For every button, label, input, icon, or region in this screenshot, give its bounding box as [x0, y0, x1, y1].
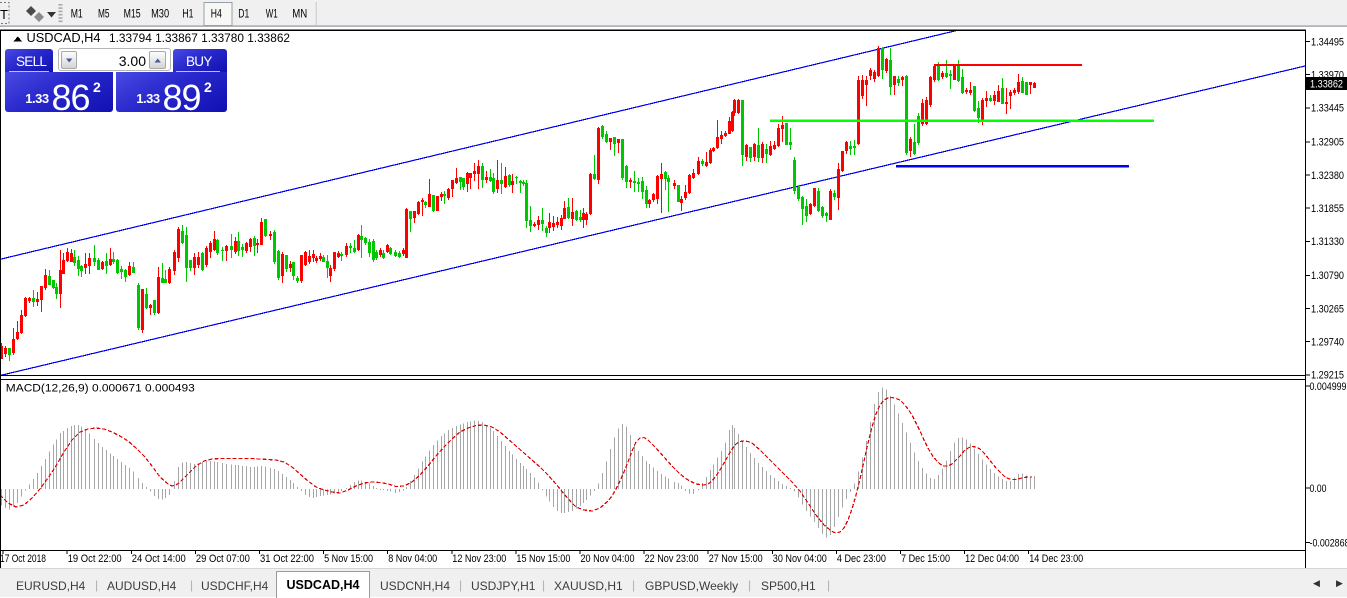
- svg-text:29 Oct 07:00: 29 Oct 07:00: [196, 553, 250, 565]
- svg-text:M5: M5: [98, 8, 110, 20]
- svg-text:MN: MN: [292, 8, 307, 20]
- svg-text:27 Nov 15:00: 27 Nov 15:00: [709, 553, 763, 565]
- svg-text:19 Oct 22:00: 19 Oct 22:00: [68, 553, 122, 565]
- svg-text:M1: M1: [71, 8, 83, 20]
- svg-text:7 Dec 15:00: 7 Dec 15:00: [901, 553, 950, 565]
- svg-text:W1: W1: [266, 8, 278, 20]
- svg-text:1.31330: 1.31330: [1311, 236, 1344, 248]
- svg-text:5 Nov 15:00: 5 Nov 15:00: [324, 553, 373, 565]
- svg-text:M15: M15: [124, 8, 141, 20]
- svg-text:1.30265: 1.30265: [1311, 303, 1344, 315]
- svg-text:H1: H1: [182, 8, 193, 20]
- svg-text:D1: D1: [238, 8, 249, 20]
- svg-text:1.34495: 1.34495: [1311, 36, 1344, 48]
- svg-text:1.30790: 1.30790: [1311, 270, 1344, 282]
- svg-text:20 Nov 04:00: 20 Nov 04:00: [581, 553, 635, 565]
- svg-text:8 Nov 04:00: 8 Nov 04:00: [388, 553, 437, 565]
- svg-text:14 Dec 23:00: 14 Dec 23:00: [1029, 553, 1083, 565]
- svg-text:0.00: 0.00: [1310, 483, 1327, 495]
- svg-text:T: T: [0, 7, 8, 22]
- svg-text:1.32905: 1.32905: [1311, 137, 1344, 149]
- svg-text:1.33862: 1.33862: [1310, 79, 1343, 91]
- svg-text:17 Oct 2018: 17 Oct 2018: [0, 553, 46, 565]
- svg-text:12 Nov 23:00: 12 Nov 23:00: [452, 553, 506, 565]
- svg-text:1.31855: 1.31855: [1311, 203, 1344, 215]
- svg-text:0.004999: 0.004999: [1310, 381, 1347, 393]
- svg-text:1.33445: 1.33445: [1311, 103, 1344, 115]
- svg-text:1.32380: 1.32380: [1311, 170, 1344, 182]
- svg-text:H4: H4: [211, 8, 222, 20]
- svg-text:12 Dec 04:00: 12 Dec 04:00: [965, 553, 1019, 565]
- svg-text:1.29215: 1.29215: [1311, 370, 1344, 382]
- svg-text:1.29740: 1.29740: [1311, 337, 1344, 349]
- svg-text:USDCAD,H4: USDCAD,H4: [27, 30, 101, 45]
- svg-text:M30: M30: [151, 8, 169, 20]
- svg-text:24 Oct 14:00: 24 Oct 14:00: [132, 553, 186, 565]
- svg-text:31 Oct 22:00: 31 Oct 22:00: [260, 553, 314, 565]
- svg-text:-0.002868: -0.002868: [1310, 537, 1347, 549]
- svg-text:1.33794 1.33867 1.33780 1.3386: 1.33794 1.33867 1.33780 1.33862: [109, 33, 290, 45]
- svg-text:MACD(12,26,9) 0.000671 0.00049: MACD(12,26,9) 0.000671 0.000493: [6, 383, 195, 395]
- svg-text:4 Dec 23:00: 4 Dec 23:00: [837, 553, 886, 565]
- svg-text:30 Nov 04:00: 30 Nov 04:00: [773, 553, 827, 565]
- svg-text:15 Nov 15:00: 15 Nov 15:00: [516, 553, 570, 565]
- svg-text:22 Nov 23:00: 22 Nov 23:00: [645, 553, 699, 565]
